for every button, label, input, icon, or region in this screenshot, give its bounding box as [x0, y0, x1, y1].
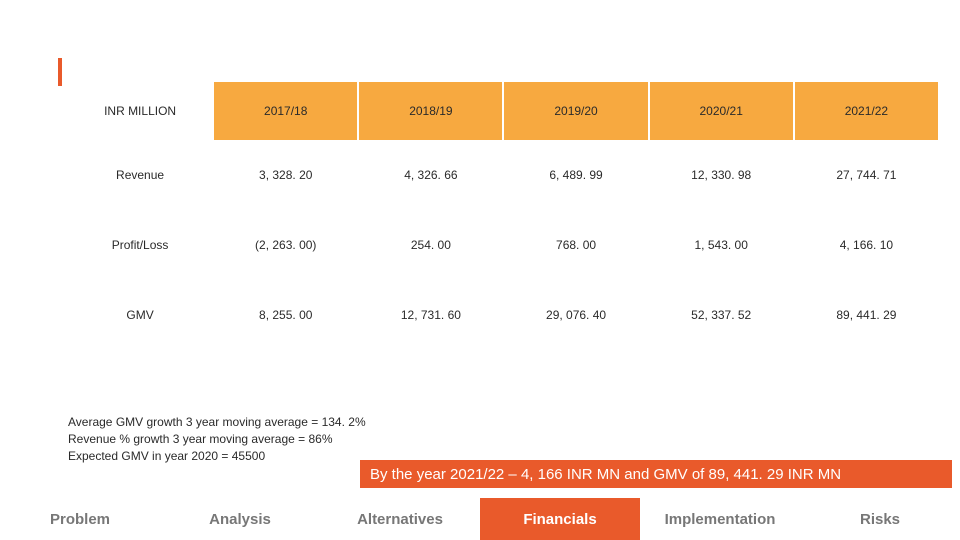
row-label: GMV [68, 280, 213, 350]
table-row: GMV 8, 255. 00 12, 731. 60 29, 076. 40 5… [68, 280, 939, 350]
cell: 8, 255. 00 [213, 280, 358, 350]
tab-implementation[interactable]: Implementation [640, 498, 800, 540]
tab-analysis[interactable]: Analysis [160, 498, 320, 540]
financials-table: INR MILLION 2017/18 2018/19 2019/20 2020… [68, 82, 940, 350]
year-header: 2020/21 [649, 82, 794, 140]
cell: (2, 263. 00) [213, 210, 358, 280]
cell: 29, 076. 40 [503, 280, 648, 350]
cell: 6, 489. 99 [503, 140, 648, 210]
tab-financials[interactable]: Financials [480, 498, 640, 540]
note-line: Expected GMV in year 2020 = 45500 [68, 448, 386, 465]
bottom-nav: Problem Analysis Alternatives Financials… [0, 498, 960, 540]
cell: 4, 326. 66 [358, 140, 503, 210]
year-header: 2019/20 [503, 82, 648, 140]
tab-alternatives[interactable]: Alternatives [320, 498, 480, 540]
cell: 4, 166. 10 [794, 210, 939, 280]
cell: 254. 00 [358, 210, 503, 280]
tab-risks[interactable]: Risks [800, 498, 960, 540]
year-header: 2018/19 [358, 82, 503, 140]
callout-text: By the year 2021/22 – 4, 166 INR MN and … [370, 466, 841, 483]
tab-problem[interactable]: Problem [0, 498, 160, 540]
table-row: Revenue 3, 328. 20 4, 326. 66 6, 489. 99… [68, 140, 939, 210]
cell: 12, 330. 98 [649, 140, 794, 210]
cell: 52, 337. 52 [649, 280, 794, 350]
note-line: Revenue % growth 3 year moving average =… [68, 431, 386, 448]
cell: 1, 543. 00 [649, 210, 794, 280]
cell: 89, 441. 29 [794, 280, 939, 350]
note-line: Average GMV growth 3 year moving average… [68, 414, 386, 431]
table-row: Profit/Loss (2, 263. 00) 254. 00 768. 00… [68, 210, 939, 280]
row-label: Profit/Loss [68, 210, 213, 280]
cell: 768. 00 [503, 210, 648, 280]
accent-bar [58, 58, 62, 86]
row-label: Revenue [68, 140, 213, 210]
cell: 3, 328. 20 [213, 140, 358, 210]
year-header: 2017/18 [213, 82, 358, 140]
notes-box: Average GMV growth 3 year moving average… [62, 410, 392, 468]
year-header: 2021/22 [794, 82, 939, 140]
table-corner: INR MILLION [68, 82, 213, 140]
callout-banner: By the year 2021/22 – 4, 166 INR MN and … [360, 460, 952, 488]
cell: 12, 731. 60 [358, 280, 503, 350]
table-header-row: INR MILLION 2017/18 2018/19 2019/20 2020… [68, 82, 939, 140]
cell: 27, 744. 71 [794, 140, 939, 210]
